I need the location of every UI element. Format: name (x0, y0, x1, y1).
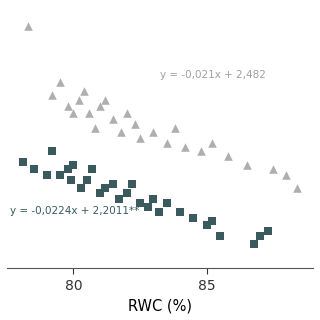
Point (44, 172, 49, 177)
Point (92, 126, 97, 131)
Point (103, 98, 108, 103)
Point (116, 196, 121, 202)
Point (244, 163, 249, 168)
Point (156, 210, 161, 215)
Point (26, 23, 31, 28)
Point (130, 181, 135, 187)
Point (76, 98, 81, 103)
Point (66, 167, 71, 172)
Point (138, 135, 143, 140)
Point (209, 219, 214, 224)
Point (31, 167, 36, 172)
Point (84, 178, 89, 183)
Point (225, 154, 230, 159)
Point (68, 178, 73, 183)
Point (172, 126, 177, 131)
Point (111, 116, 116, 121)
Point (191, 215, 196, 220)
Point (151, 196, 156, 202)
Point (199, 148, 204, 153)
Point (271, 167, 276, 172)
Point (132, 122, 137, 127)
Point (90, 167, 95, 172)
Point (87, 111, 92, 116)
Text: y = -0,0224x + 2,2011**: y = -0,0224x + 2,2011** (10, 206, 139, 216)
Point (103, 185, 108, 190)
Point (183, 144, 188, 149)
Point (284, 172, 289, 177)
Point (71, 163, 76, 168)
Point (217, 234, 222, 239)
Point (111, 181, 116, 187)
Point (164, 200, 169, 205)
Point (66, 103, 71, 108)
Point (50, 148, 55, 153)
Point (257, 234, 262, 239)
Point (58, 79, 63, 84)
Point (98, 103, 103, 108)
Point (294, 185, 300, 190)
Point (177, 210, 182, 215)
Point (58, 172, 63, 177)
Point (20, 159, 26, 164)
Point (209, 140, 214, 146)
Point (138, 200, 143, 205)
Point (124, 191, 129, 196)
Point (151, 129, 156, 134)
Point (79, 185, 84, 190)
Point (50, 92, 55, 97)
Point (98, 191, 103, 196)
Point (204, 223, 209, 228)
Point (164, 140, 169, 146)
Point (119, 129, 124, 134)
Point (82, 88, 87, 93)
Point (252, 241, 257, 246)
Point (71, 111, 76, 116)
Point (146, 204, 151, 209)
X-axis label: RWC (%): RWC (%) (128, 298, 192, 313)
Point (124, 111, 129, 116)
Text: y = -0,021x + 2,482: y = -0,021x + 2,482 (160, 70, 266, 80)
Point (265, 228, 270, 233)
